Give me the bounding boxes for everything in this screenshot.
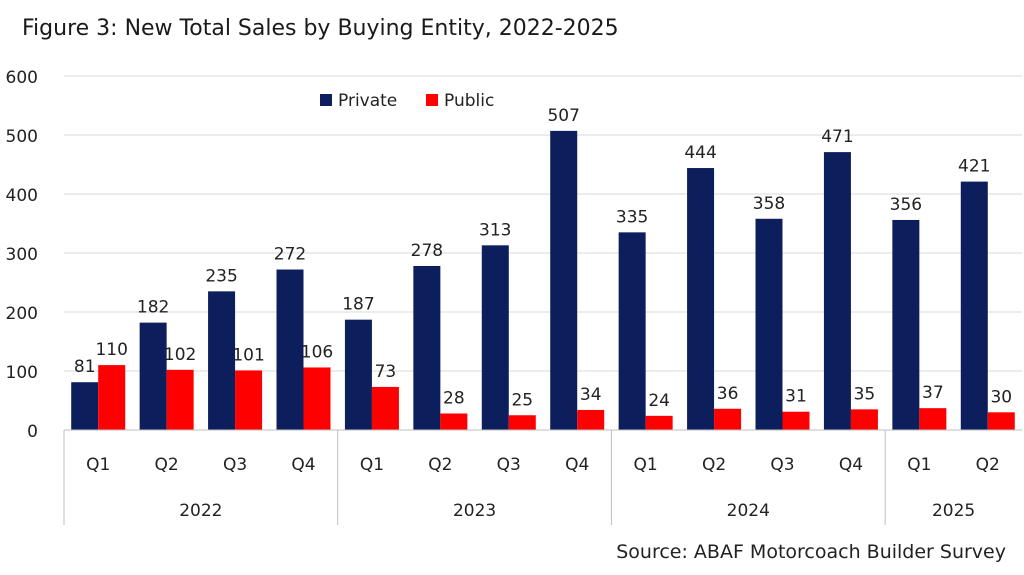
private-data-label: 421 <box>958 157 990 177</box>
x-tick-label: Q4 <box>839 455 863 475</box>
group-label: 2023 <box>453 501 496 521</box>
private-data-label: 358 <box>753 194 785 214</box>
public-bar <box>166 369 194 430</box>
private-data-label: 81 <box>74 357 96 377</box>
y-tick-label: 400 <box>6 186 38 206</box>
public-bar <box>98 365 126 430</box>
public-data-label: 24 <box>648 391 670 411</box>
private-data-label: 278 <box>411 241 443 261</box>
public-bar <box>919 408 947 430</box>
x-tick-label: Q3 <box>770 455 794 475</box>
x-tick-label: Q1 <box>634 455 658 475</box>
private-data-label: 235 <box>205 266 237 286</box>
private-bar <box>755 218 783 430</box>
private-data-label: 335 <box>616 207 648 227</box>
public-data-label: 36 <box>717 384 739 404</box>
x-tick-label: Q4 <box>291 455 315 475</box>
private-bar <box>344 319 372 430</box>
group-label: 2024 <box>727 501 770 521</box>
y-tick-label: 600 <box>6 68 38 88</box>
public-data-label: 35 <box>854 384 876 404</box>
private-bar <box>71 382 99 430</box>
bars <box>71 130 1015 431</box>
y-tick-label: 100 <box>6 363 38 383</box>
private-data-label: 356 <box>890 195 922 215</box>
public-data-label: 30 <box>990 387 1012 407</box>
x-tick-label: Q3 <box>223 455 247 475</box>
private-bar <box>413 265 441 430</box>
public-bar <box>577 409 605 430</box>
public-bar <box>235 370 263 430</box>
chart-title: Figure 3: New Total Sales by Buying Enti… <box>22 16 619 41</box>
y-tick-label: 200 <box>6 304 38 324</box>
private-data-label: 187 <box>342 295 374 315</box>
public-data-label: 73 <box>375 362 397 382</box>
private-bar <box>892 219 920 430</box>
x-tick-label: Q2 <box>155 455 179 475</box>
y-tick-label: 0 <box>27 422 38 442</box>
x-tick-label: Q2 <box>428 455 452 475</box>
public-data-label: 31 <box>785 387 807 407</box>
x-tick-label: Q4 <box>565 455 589 475</box>
public-bar <box>850 409 878 430</box>
private-data-label: 182 <box>137 298 169 318</box>
private-bar <box>960 181 988 430</box>
public-data-label: 110 <box>95 340 127 360</box>
x-tick-label: Q2 <box>702 455 726 475</box>
public-bar <box>987 412 1015 430</box>
private-data-label: 272 <box>274 245 306 265</box>
x-tick-label: Q1 <box>907 455 931 475</box>
private-bar <box>208 291 236 430</box>
y-tick-label: 300 <box>6 245 38 265</box>
y-axis-ticks: 0 100 200 300 400 500 600 <box>6 68 38 442</box>
x-axis: Q1 Q2 Q3 Q4 Q1 Q2 Q3 Q4 Q1 Q2 Q3 Q4 Q1 Q2 2022 2023 2024… <box>63 429 1022 525</box>
private-data-label: 313 <box>479 220 511 240</box>
legend-label-public: Public <box>444 91 494 111</box>
legend: Private Public <box>320 91 494 111</box>
public-bar <box>782 411 810 430</box>
private-bar <box>276 269 304 430</box>
private-bar <box>481 245 509 430</box>
source-note: Source: ABAF Motorcoach Builder Survey <box>616 541 1006 563</box>
legend-swatch-public <box>426 94 438 106</box>
x-tick-label: Q1 <box>86 455 110 475</box>
x-tick-label: Q2 <box>976 455 1000 475</box>
public-data-label: 106 <box>301 342 333 362</box>
x-tick-label: Q3 <box>497 455 521 475</box>
private-bar <box>823 152 851 431</box>
public-bar <box>440 413 468 430</box>
gridlines <box>64 75 1022 372</box>
public-bar <box>303 367 331 430</box>
public-bar <box>508 415 536 430</box>
public-data-label: 34 <box>580 385 602 405</box>
private-bar <box>550 130 578 430</box>
private-bar <box>139 322 167 430</box>
group-label: 2022 <box>179 501 222 521</box>
legend-swatch-private <box>320 94 332 106</box>
public-data-label: 25 <box>511 390 533 410</box>
private-bar <box>618 232 646 430</box>
data-labels: 81 182 235 272 187 278 313 507 335 444 358 471 356 42… <box>74 106 1012 411</box>
public-bar <box>714 408 742 430</box>
y-tick-label: 500 <box>6 127 38 147</box>
private-data-label: 507 <box>547 106 579 126</box>
private-bar <box>687 168 715 431</box>
private-data-label: 444 <box>684 143 716 163</box>
public-data-label: 28 <box>443 388 465 408</box>
group-label: 2025 <box>932 501 975 521</box>
public-data-label: 102 <box>164 345 196 365</box>
legend-label-private: Private <box>338 91 397 111</box>
x-tick-label: Q1 <box>360 455 384 475</box>
public-data-label: 37 <box>922 383 944 403</box>
private-data-label: 471 <box>821 127 853 147</box>
public-data-label: 101 <box>232 345 264 365</box>
public-bar <box>645 415 673 430</box>
public-bar <box>371 386 399 430</box>
